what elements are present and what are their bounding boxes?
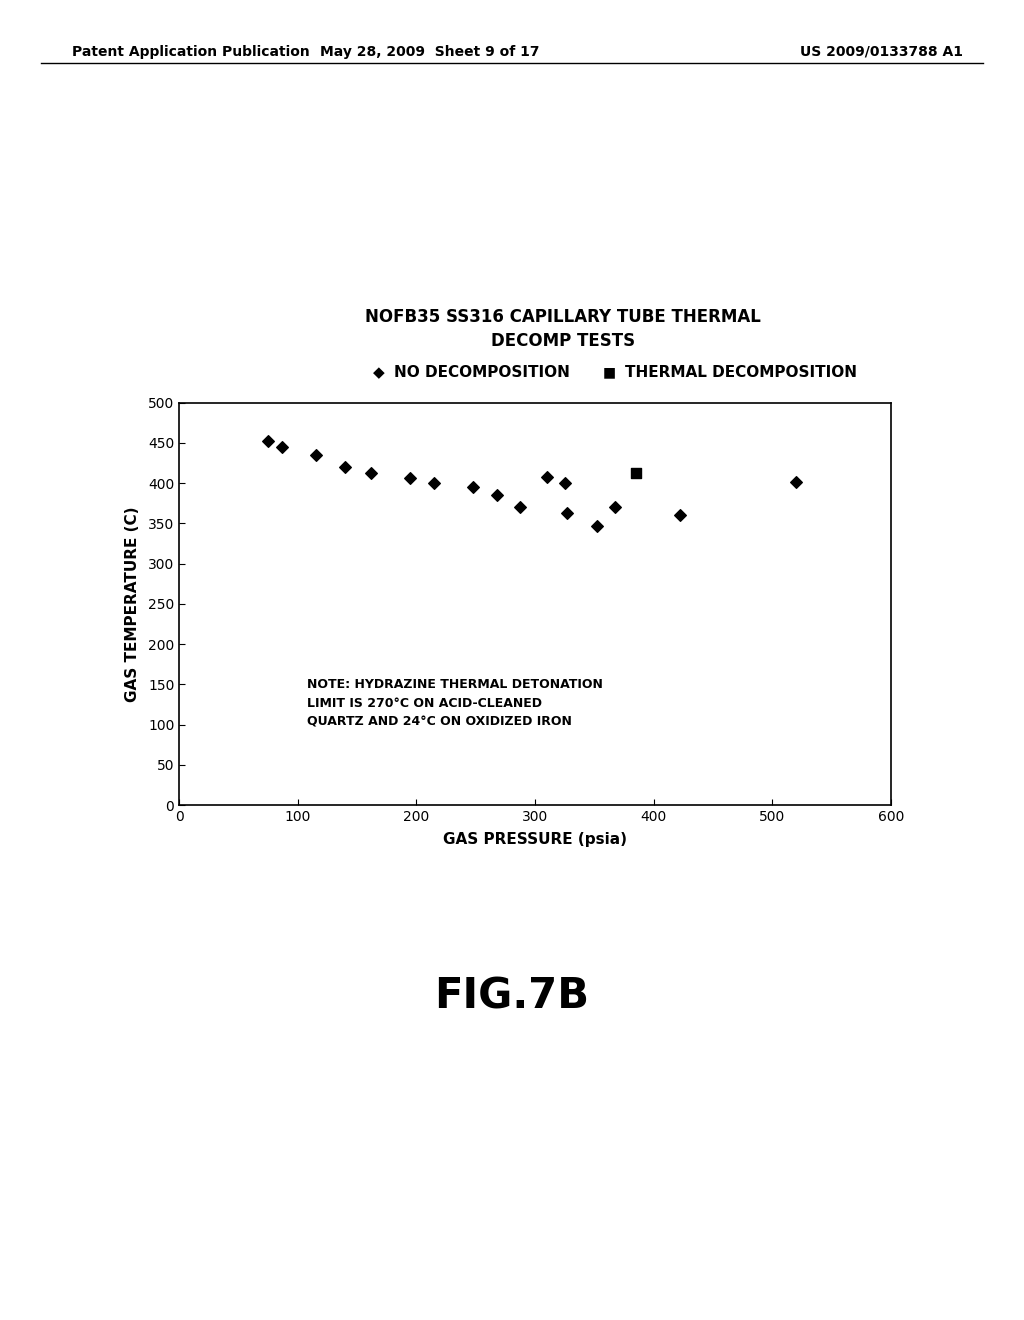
Point: [539, 466, 555, 487]
Text: NOTE: HYDRAZINE THERMAL DETONATION
LIMIT IS 270°C ON ACID-CLEANED
QUARTZ AND 24°: NOTE: HYDRAZINE THERMAL DETONATION LIMIT…: [307, 678, 603, 729]
Point: [606, 496, 623, 517]
Text: DECOMP TESTS: DECOMP TESTS: [492, 331, 635, 350]
Point: [402, 467, 419, 488]
Point: [337, 457, 353, 478]
Text: ◆: ◆: [373, 364, 385, 380]
Text: ■: ■: [603, 366, 615, 379]
Point: [589, 515, 605, 536]
X-axis label: GAS PRESSURE (psia): GAS PRESSURE (psia): [443, 833, 627, 847]
Text: FIG.7B: FIG.7B: [434, 975, 590, 1018]
Point: [274, 437, 291, 458]
Point: [488, 484, 505, 506]
Point: [556, 473, 572, 494]
Point: [364, 463, 380, 484]
Point: [426, 473, 442, 494]
Point: [672, 504, 688, 525]
Point: [465, 477, 481, 498]
Text: THERMAL DECOMPOSITION: THERMAL DECOMPOSITION: [625, 364, 857, 380]
Text: NOFB35 SS316 CAPILLARY TUBE THERMAL: NOFB35 SS316 CAPILLARY TUBE THERMAL: [366, 308, 761, 326]
Text: Patent Application Publication: Patent Application Publication: [72, 45, 309, 59]
Text: May 28, 2009  Sheet 9 of 17: May 28, 2009 Sheet 9 of 17: [321, 45, 540, 59]
Text: US 2009/0133788 A1: US 2009/0133788 A1: [800, 45, 963, 59]
Point: [307, 445, 324, 466]
Point: [260, 430, 276, 451]
Point: [511, 496, 527, 517]
Point: [559, 503, 575, 524]
Point: [787, 471, 804, 492]
Text: NO DECOMPOSITION: NO DECOMPOSITION: [394, 364, 570, 380]
Point: [628, 463, 644, 484]
Y-axis label: GAS TEMPERATURE (C): GAS TEMPERATURE (C): [125, 506, 139, 702]
